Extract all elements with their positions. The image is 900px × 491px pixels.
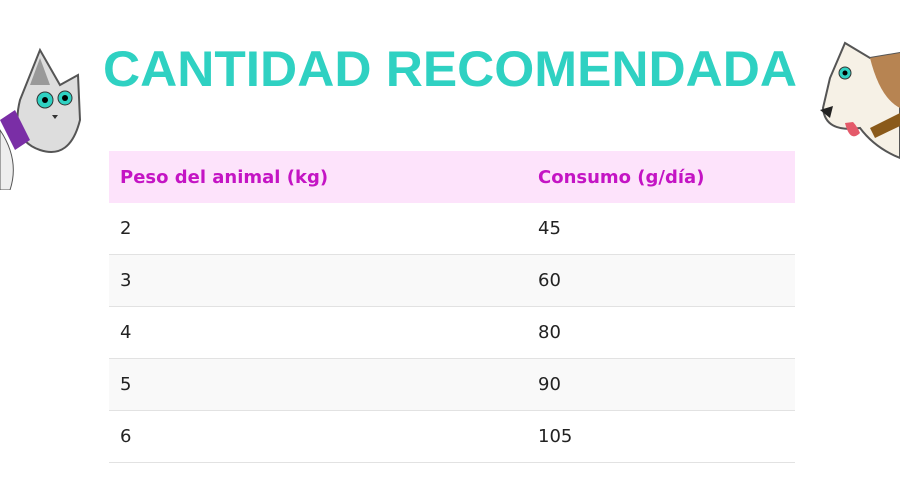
consumption-cell: 90 [527, 358, 795, 411]
table-row: 6 105 [109, 410, 795, 463]
table-row: 4 80 [109, 306, 795, 359]
consumption-cell: 45 [527, 203, 795, 255]
column-header: Peso del animal (kg) [109, 151, 527, 203]
dog-illustration [820, 41, 900, 160]
consumption-table: Peso del animal (kg) Consumo (g/día) 2 45… [109, 151, 795, 463]
consumption-cell: 60 [527, 254, 795, 307]
weight-cell: 5 [109, 358, 527, 411]
weight-cell: 6 [109, 410, 527, 463]
title-area: CANTIDAD RECOMENDADA [103, 41, 797, 97]
table-row: 3 60 [109, 254, 795, 307]
weight-cell: 4 [109, 306, 527, 359]
weight-cell: 3 [109, 254, 527, 307]
consumption-cell: 80 [527, 306, 795, 359]
consumption-cell: 105 [527, 410, 795, 463]
table-row: 2 45 [109, 203, 795, 255]
weight-cell: 2 [109, 203, 527, 255]
column-header: Consumo (g/día) [527, 151, 795, 203]
cat-illustration [0, 47, 82, 190]
table-row: 5 90 [109, 358, 795, 411]
page-title: CANTIDAD RECOMENDADA [103, 41, 797, 97]
header-row: Peso del animal (kg) Consumo (g/día) [109, 151, 795, 203]
